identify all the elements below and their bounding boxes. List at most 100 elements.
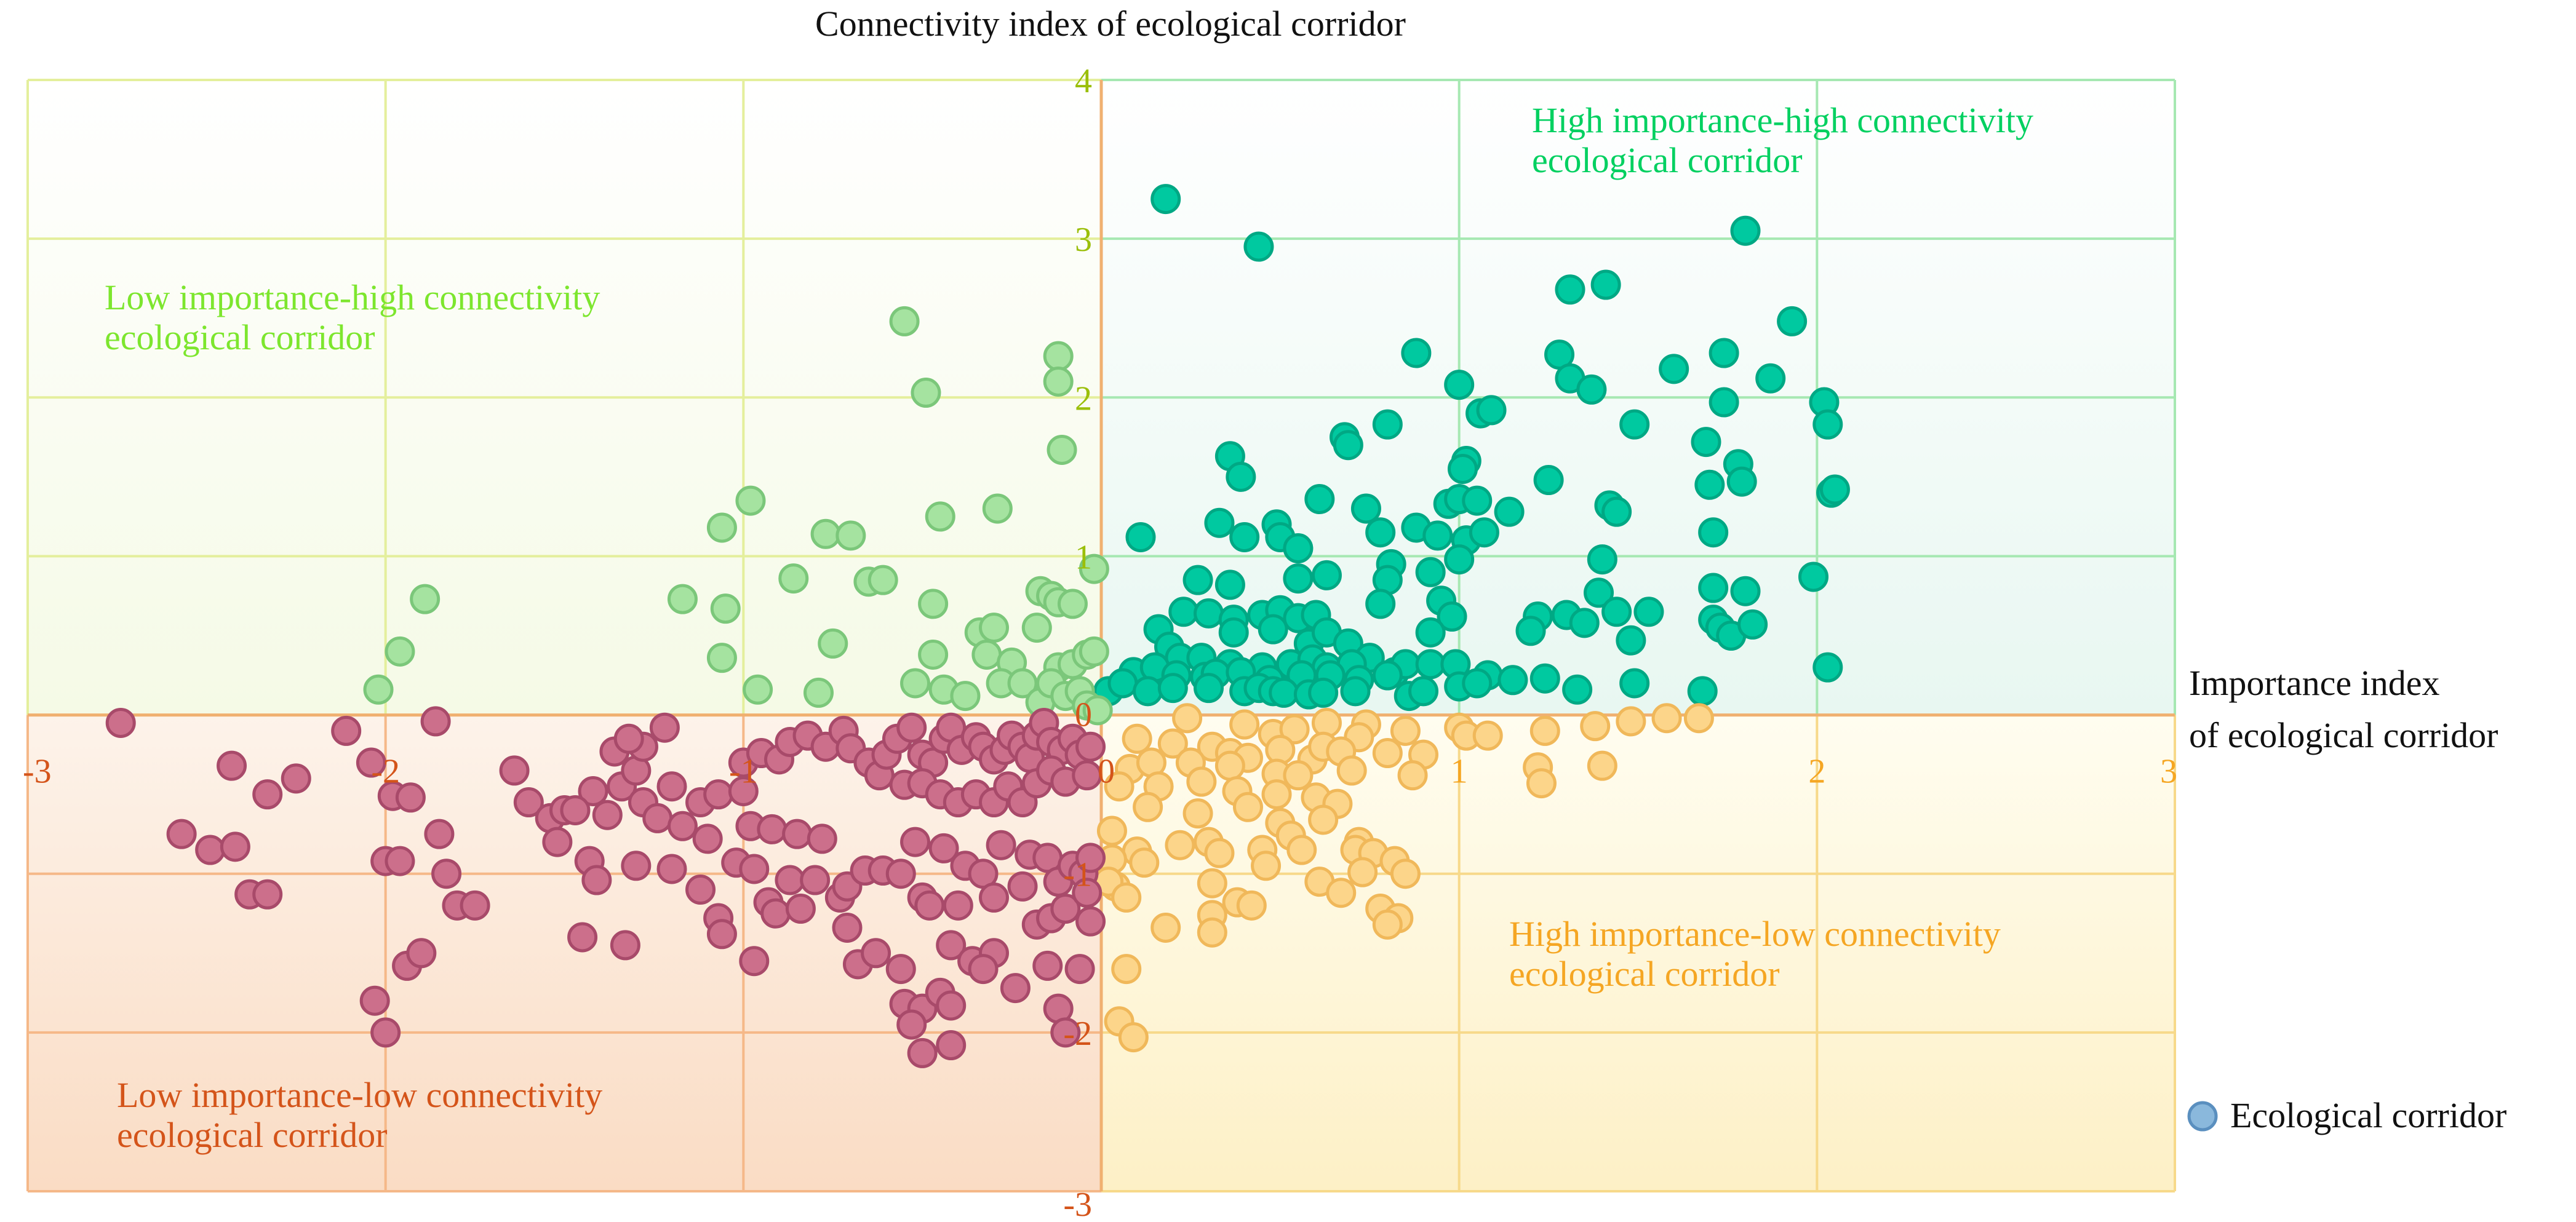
data-point-high-low	[1133, 792, 1163, 822]
data-point-low-high	[778, 563, 809, 594]
y-tick-label: 4	[1075, 62, 1092, 100]
data-point-low-low	[760, 898, 791, 929]
data-point-low-low	[642, 803, 673, 833]
data-point-high-high	[1709, 387, 1739, 418]
data-point-low-high	[867, 565, 898, 595]
data-point-high-high	[1311, 560, 1342, 590]
data-point-high-high	[1125, 522, 1156, 552]
legend-label: Ecological corridor	[2230, 1095, 2506, 1135]
y-tick-label: 1	[1075, 538, 1092, 576]
data-point-low-low	[581, 865, 612, 895]
data-point-high-high	[1601, 496, 1632, 527]
data-point-low-low	[431, 859, 462, 889]
data-point-low-high	[1043, 341, 1074, 371]
data-point-high-low	[1286, 835, 1317, 865]
data-point-low-low	[936, 990, 967, 1021]
data-point-low-low	[385, 846, 415, 876]
data-point-high-high	[1726, 466, 1757, 497]
data-point-low-high	[1079, 636, 1109, 667]
data-point-low-low	[1072, 878, 1103, 908]
y-tick-label: -2	[1063, 1015, 1092, 1053]
data-point-low-high	[918, 639, 949, 670]
data-point-low-low	[807, 823, 837, 854]
data-point-high-high	[1408, 676, 1438, 707]
data-point-low-low	[692, 823, 723, 854]
data-point-low-low	[986, 830, 1016, 860]
data-point-high-high	[1229, 522, 1260, 552]
data-point-high-low	[1186, 766, 1217, 797]
data-point-high-high	[1469, 517, 1499, 548]
data-point-low-high	[810, 518, 841, 549]
data-point-low-low	[656, 771, 687, 802]
data-point-high-high	[1269, 677, 1299, 708]
data-point-low-low	[979, 882, 1009, 913]
data-point-low-low	[420, 706, 451, 737]
data-point-high-low	[1251, 851, 1282, 881]
data-point-high-high	[1619, 409, 1650, 440]
data-point-low-low	[649, 712, 680, 743]
data-point-high-low	[1283, 760, 1314, 791]
data-point-high-low	[1204, 838, 1235, 868]
data-point-high-high	[1447, 453, 1478, 484]
data-point-high-high	[1150, 184, 1181, 215]
data-point-high-low	[1390, 859, 1421, 889]
data-point-high-low	[1182, 798, 1213, 829]
data-point-high-low	[1326, 878, 1357, 908]
data-point-low-low	[370, 1017, 401, 1048]
data-point-low-low	[900, 827, 931, 857]
data-point-high-low	[1683, 703, 1714, 734]
data-point-high-high	[1333, 430, 1363, 461]
data-point-high-high	[1698, 517, 1729, 548]
data-point-high-high	[1308, 677, 1339, 708]
data-point-low-low	[706, 919, 737, 950]
data-point-high-high	[1194, 673, 1224, 704]
data-point-high-low	[1651, 703, 1682, 734]
data-point-high-high	[1601, 597, 1632, 627]
x-axis-title-line-1: Importance index	[2189, 663, 2439, 703]
data-point-low-low	[105, 707, 136, 738]
data-point-low-high	[706, 512, 737, 543]
data-point-low-low	[785, 894, 816, 924]
quadrant-label-low-low-line-2: ecological corridor	[117, 1115, 388, 1155]
data-point-high-high	[1590, 269, 1621, 300]
data-point-low-low	[936, 1030, 967, 1061]
data-point-low-low	[613, 723, 644, 754]
data-point-low-low	[1072, 760, 1103, 791]
data-point-high-high	[1133, 676, 1163, 707]
data-point-high-low	[1122, 723, 1152, 754]
data-point-high-high	[1462, 485, 1493, 516]
data-point-low-high	[889, 306, 920, 336]
data-point-low-high	[363, 674, 394, 705]
data-point-high-high	[1401, 338, 1432, 368]
data-point-high-low	[1165, 830, 1195, 860]
data-point-high-low	[1347, 857, 1378, 887]
data-point-low-low	[703, 779, 734, 810]
data-point-low-low	[195, 835, 226, 865]
data-point-low-high	[1079, 553, 1109, 584]
data-point-high-low	[1150, 912, 1181, 943]
data-point-high-high	[1555, 274, 1585, 305]
data-point-low-high	[1047, 434, 1077, 465]
data-point-high-high	[1633, 597, 1664, 627]
data-point-low-low	[685, 875, 716, 905]
data-point-high-high	[1243, 231, 1274, 262]
data-point-low-low	[1075, 731, 1106, 762]
data-point-high-low	[1308, 804, 1339, 835]
data-point-low-high	[410, 584, 441, 614]
data-point-low-high	[1043, 366, 1074, 397]
y-tick-label: -3	[1063, 1186, 1092, 1222]
data-point-high-high	[1812, 652, 1843, 683]
data-point-low-low	[1075, 843, 1106, 873]
data-point-low-low	[281, 763, 311, 794]
data-point-low-low	[395, 782, 426, 813]
data-point-low-low	[592, 799, 623, 830]
data-point-low-low	[460, 890, 490, 921]
data-point-high-high	[1204, 507, 1235, 538]
data-point-high-low	[1397, 760, 1428, 791]
data-point-high-high	[1529, 663, 1560, 694]
data-point-low-low	[861, 938, 891, 969]
data-point-low-low	[424, 819, 455, 849]
data-point-low-low	[356, 747, 386, 778]
data-point-high-high	[1497, 665, 1528, 696]
data-point-low-low	[331, 715, 362, 746]
